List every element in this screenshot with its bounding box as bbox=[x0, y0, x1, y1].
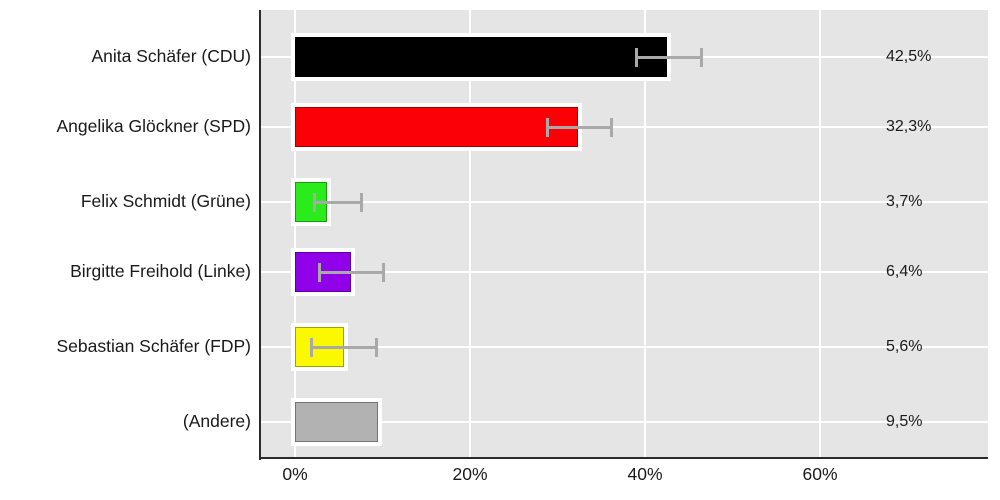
value-label-3: 6,4% bbox=[886, 263, 923, 280]
value-label-2: 3,7% bbox=[886, 193, 923, 210]
category-label-1: Angelika Glöckner (SPD) bbox=[56, 116, 251, 136]
category-label-3: Birgitte Freihold (Linke) bbox=[70, 261, 251, 281]
x-tick-label-40: 40% bbox=[627, 464, 663, 484]
horizontal-gridline-2 bbox=[261, 201, 988, 203]
error-bar-line-2 bbox=[312, 200, 364, 204]
vertical-gridline-20 bbox=[469, 10, 471, 458]
bar-0 bbox=[295, 37, 667, 77]
error-bar-line-3 bbox=[317, 270, 386, 274]
error-bar-cap-0-high bbox=[699, 47, 703, 67]
value-label-4: 5,6% bbox=[886, 338, 923, 355]
vertical-gridline-40 bbox=[644, 10, 646, 458]
category-label-4: Sebastian Schäfer (FDP) bbox=[56, 336, 251, 356]
error-bar-cap-4-high bbox=[375, 337, 379, 357]
error-bar-cap-0-low bbox=[634, 47, 638, 67]
bar-1 bbox=[295, 107, 578, 147]
vertical-gridline-0 bbox=[294, 10, 296, 458]
horizontal-gridline-1 bbox=[261, 126, 988, 128]
error-bar-cap-1-high bbox=[609, 117, 613, 137]
x-tick-label-60: 60% bbox=[802, 464, 838, 484]
error-bar-cap-4-low bbox=[309, 337, 313, 357]
error-bar-cap-3-high bbox=[382, 262, 386, 282]
y-axis-line bbox=[259, 10, 261, 460]
error-bar-cap-3-low bbox=[317, 262, 321, 282]
x-axis-line bbox=[259, 457, 988, 459]
value-label-1: 32,3% bbox=[886, 118, 932, 135]
x-tick-label-20: 20% bbox=[452, 464, 488, 484]
category-label-2: Felix Schmidt (Grüne) bbox=[80, 191, 251, 211]
value-label-0: 42,5% bbox=[886, 48, 932, 65]
vertical-gridline-60 bbox=[819, 10, 821, 458]
category-label-0: Anita Schäfer (CDU) bbox=[91, 46, 252, 66]
error-bar-line-1 bbox=[546, 125, 613, 129]
error-bar-line-4 bbox=[309, 345, 379, 349]
error-bar-cap-2-low bbox=[312, 192, 316, 212]
value-label-5: 9,5% bbox=[886, 413, 923, 430]
x-tick-label-0: 0% bbox=[282, 464, 308, 484]
plot-panel bbox=[261, 10, 988, 458]
horizontal-gridline-5 bbox=[261, 421, 988, 423]
bar-5 bbox=[295, 402, 379, 442]
error-bar-line-0 bbox=[634, 55, 703, 59]
horizontal-gridline-3 bbox=[261, 271, 988, 273]
horizontal-gridline-4 bbox=[261, 346, 988, 348]
category-label-5: (Andere) bbox=[182, 411, 251, 431]
error-bar-cap-2-high bbox=[360, 192, 364, 212]
error-bar-cap-1-low bbox=[546, 117, 550, 137]
